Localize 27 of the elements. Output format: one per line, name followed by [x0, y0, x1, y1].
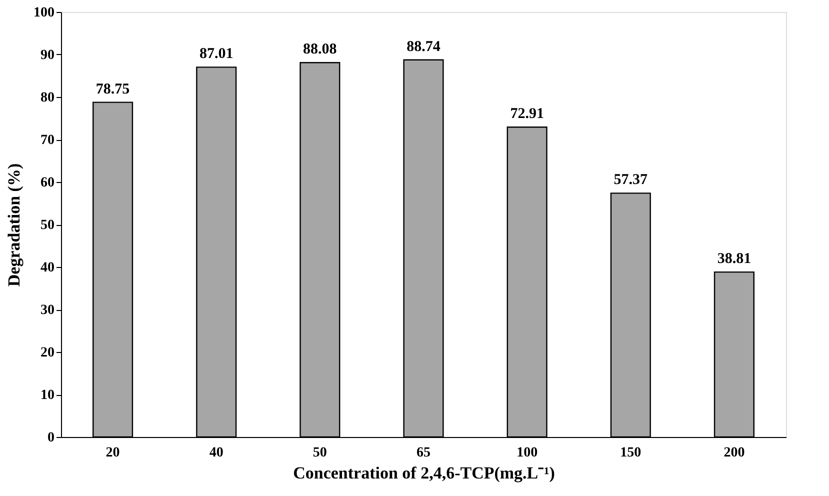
y-tick-label: 20 — [40, 346, 54, 360]
y-tick-label: 100 — [34, 6, 54, 20]
data-label: 88.08 — [303, 42, 337, 58]
data-label: 78.75 — [96, 81, 130, 98]
y-tick-label: 40 — [40, 260, 54, 276]
y-axis-title: Degradation (%) — [4, 163, 24, 287]
y-tick-label: 70 — [40, 133, 54, 148]
y-tick-label: 50 — [40, 218, 54, 233]
x-tick-label: 50 — [312, 446, 327, 460]
data-label: 72.91 — [510, 106, 544, 122]
y-tick-label: 30 — [40, 303, 54, 318]
y-tick-label: 80 — [40, 90, 54, 106]
x-tick-label: 65 — [416, 446, 430, 460]
y-tick-label: 10 — [40, 388, 54, 403]
x-tick-label: 100 — [516, 446, 538, 460]
data-label: 57.37 — [614, 172, 648, 188]
y-tick-label: 60 — [40, 176, 54, 190]
x-tick-label: 40 — [209, 446, 224, 460]
x-tick-label: 200 — [724, 446, 745, 460]
x-tick-label: 20 — [106, 446, 120, 460]
data-label: 87.01 — [199, 46, 234, 62]
x-tick-label: 150 — [620, 446, 642, 460]
y-tick-label: 0 — [48, 430, 54, 446]
data-label: 38.81 — [717, 251, 752, 268]
x-axis-title: Concentration of 2,4,6-TCP(mg.L⁻¹) — [293, 464, 555, 482]
data-label: 88.74 — [406, 38, 441, 55]
y-tick-label: 90 — [40, 48, 54, 63]
